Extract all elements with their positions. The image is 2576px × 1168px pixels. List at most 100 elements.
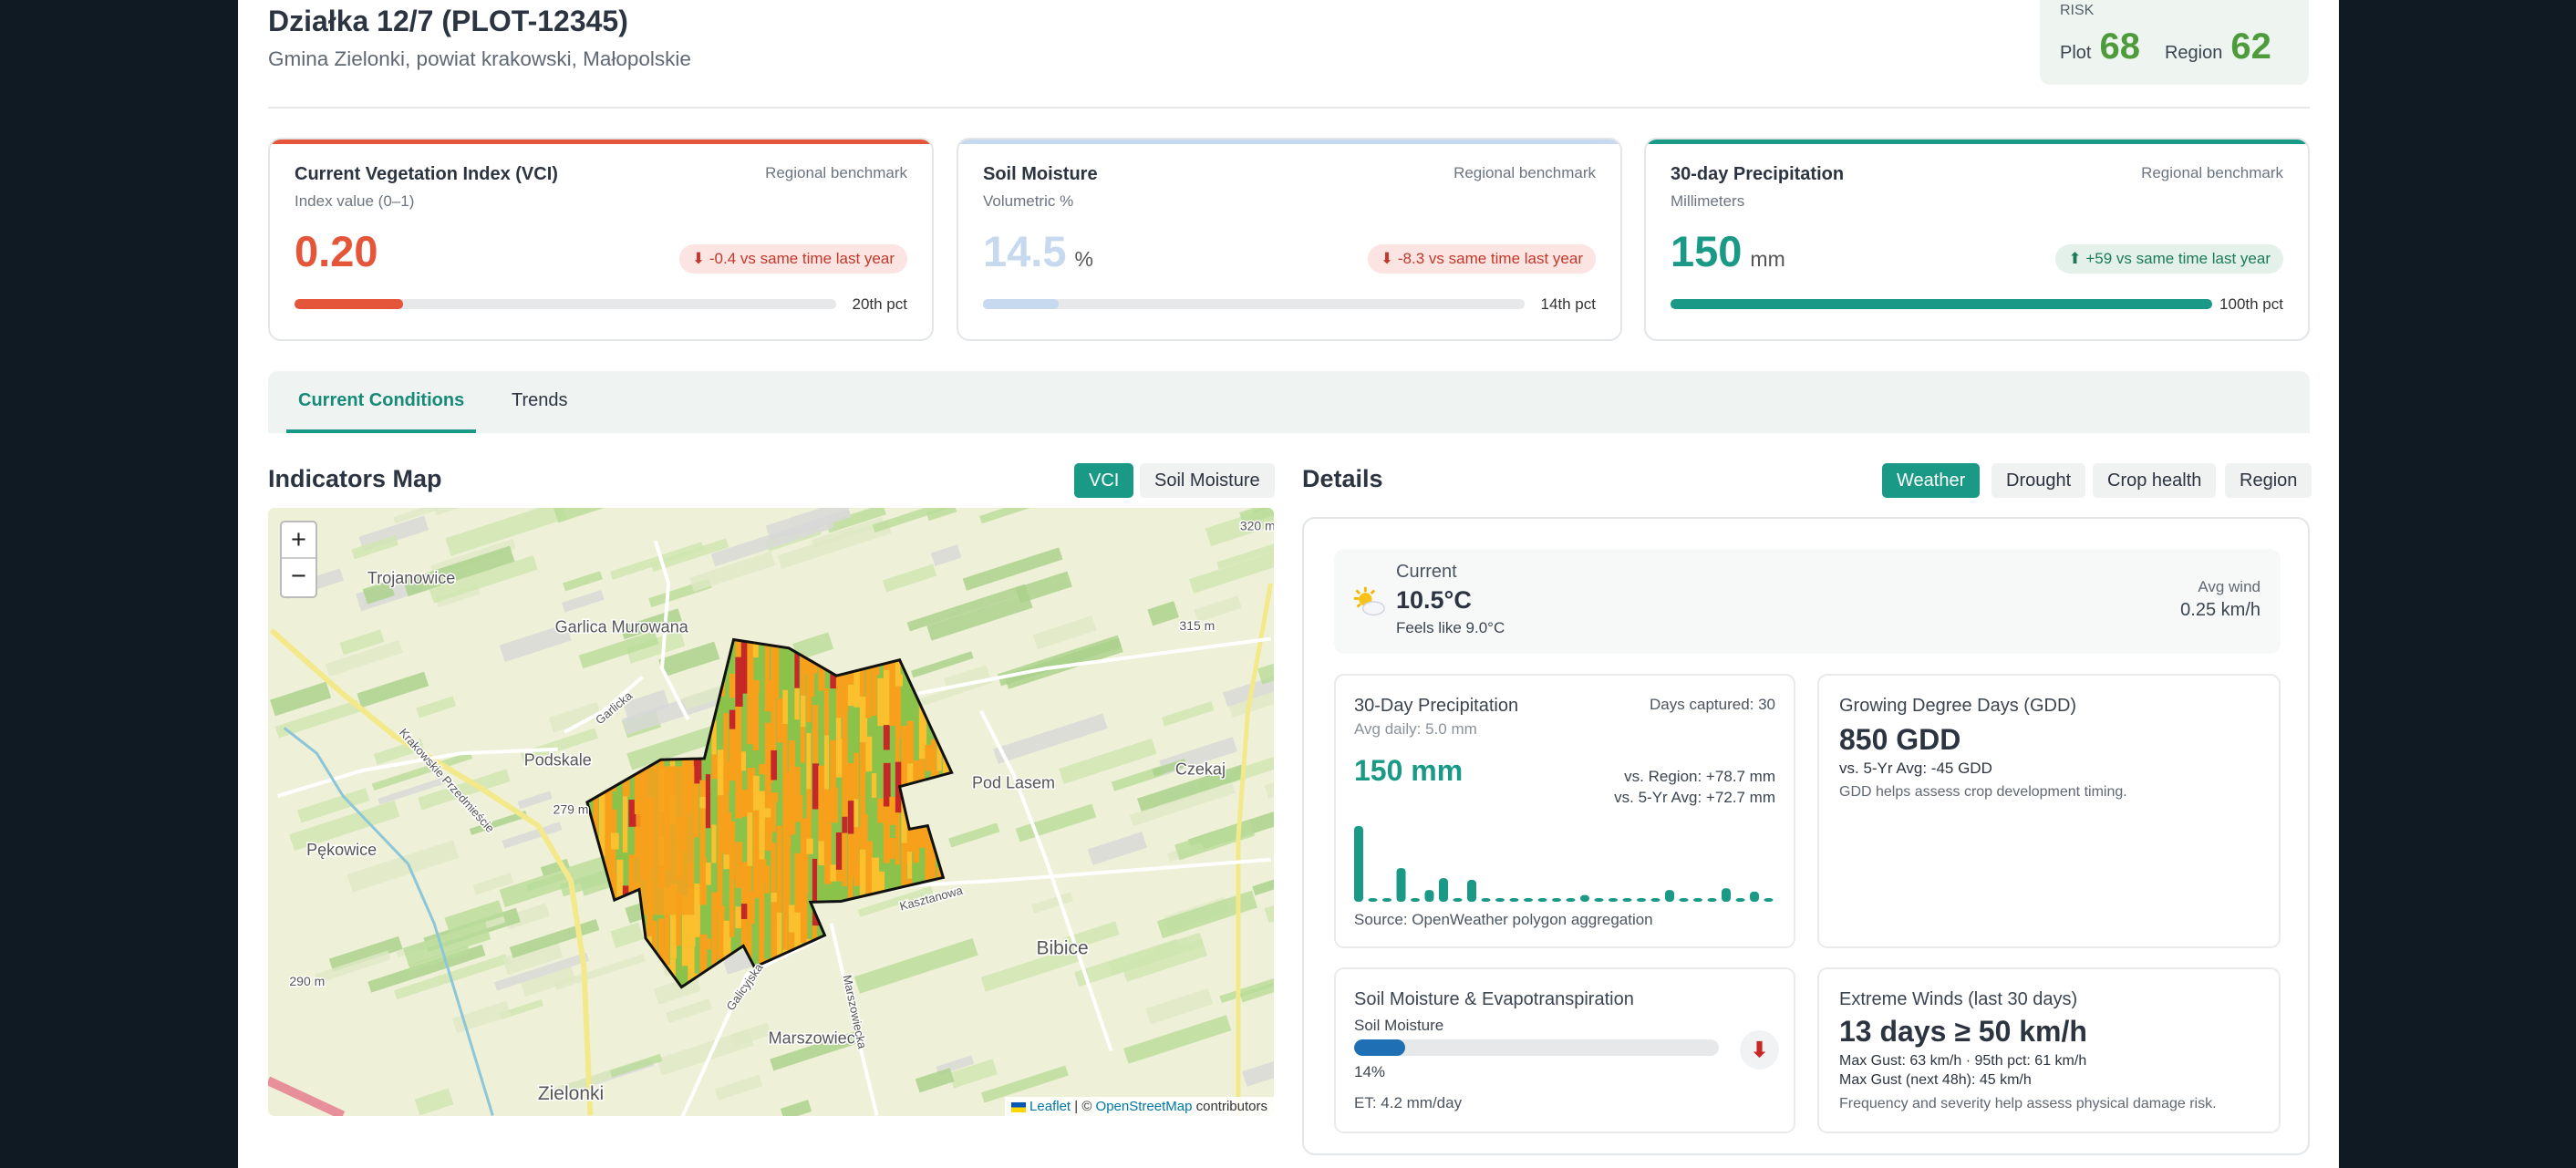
details-tab-drought[interactable]: Drought	[1991, 463, 2086, 498]
vci-cell	[764, 722, 773, 783]
vci-cell	[636, 766, 695, 915]
map-field	[626, 724, 721, 770]
precip-title: 30-Day Precipitation	[1354, 696, 1519, 716]
vci-cell	[764, 808, 772, 818]
vci-cell	[835, 869, 844, 882]
map-field	[578, 630, 659, 669]
vci-cell	[740, 639, 750, 694]
vci-cell	[818, 785, 825, 842]
zoom-control: + −	[280, 521, 317, 598]
vci-cell	[740, 751, 747, 771]
map-field	[1015, 571, 1072, 604]
vci-cell	[936, 743, 942, 771]
vci-cell	[752, 810, 760, 847]
plot-boundary[interactable]	[585, 637, 954, 989]
risk-plot-value: 68	[2099, 26, 2140, 67]
map-field	[714, 1074, 763, 1101]
map-river	[283, 727, 494, 1116]
tab-trends[interactable]: Trends	[512, 390, 568, 410]
map-field	[563, 571, 603, 592]
details-tab-weather[interactable]: Weather	[1882, 463, 1981, 498]
vci-cell	[823, 823, 833, 884]
vci-cell	[740, 801, 750, 817]
percentile-label: 20th pct	[852, 295, 908, 313]
vci-cell	[711, 824, 717, 863]
vci-cell	[616, 859, 624, 908]
map-field	[980, 946, 1082, 992]
map-field	[429, 555, 538, 604]
vci-cell	[747, 698, 753, 745]
map-field	[689, 551, 776, 592]
metric-card: Soil Moisture Regional benchmark Volumet…	[957, 138, 1622, 341]
days-captured: Days captured: 30	[1650, 696, 1775, 713]
vci-cell	[913, 760, 921, 800]
map-field	[657, 1028, 754, 1076]
vci-cell	[610, 809, 617, 833]
vci-cell	[871, 675, 877, 716]
vci-cell	[913, 836, 920, 863]
vci-cell	[865, 736, 873, 772]
vci-cell	[877, 798, 885, 823]
wind-next: Max Gust (next 48h): 45 km/h	[1839, 1072, 2032, 1088]
indicators-map[interactable]: Trojanowice Garlica Murowana Podskale Pękow…	[268, 508, 1274, 1116]
vci-cell	[740, 862, 749, 884]
vci-cell	[835, 687, 843, 718]
extreme-winds-card: Extreme Winds (last 30 days) 13 days ≥ 5…	[1817, 967, 2281, 1133]
vci-cell	[652, 920, 657, 952]
zoom-out-button[interactable]: −	[291, 562, 306, 591]
vci-cell	[847, 684, 854, 707]
vci-cell	[877, 677, 885, 708]
vci-cell	[782, 901, 791, 914]
map-road	[563, 675, 644, 734]
map-field	[393, 508, 497, 524]
map-field	[622, 689, 670, 720]
vci-cell	[794, 766, 801, 796]
map-canvas[interactable]: Trojanowice Garlica Murowana Podskale Pękow…	[268, 508, 1274, 1116]
vci-cell	[853, 671, 862, 708]
leaflet-link[interactable]: Leaflet	[1029, 1099, 1071, 1114]
vci-cell	[740, 790, 748, 801]
map-field	[1216, 543, 1274, 570]
layer-soil-moisture-button[interactable]: Soil Moisture	[1140, 463, 1275, 498]
vci-cell	[598, 791, 607, 842]
map-field	[339, 629, 385, 656]
vci-cell	[806, 838, 813, 854]
map-field	[517, 791, 553, 810]
vci-cell	[723, 811, 732, 855]
map-field	[553, 508, 628, 523]
vci-cell	[871, 857, 880, 889]
details-tab-crop-health[interactable]: Crop health	[2093, 463, 2217, 498]
layer-vci-button[interactable]: VCI	[1074, 463, 1134, 498]
map-attribution: Leaflet | © OpenStreetMap contributors	[1004, 1097, 1274, 1116]
map-field	[541, 1070, 613, 1101]
vci-cell	[657, 918, 665, 949]
vci-cell	[759, 791, 767, 803]
attribution-suffix: contributors	[1192, 1099, 1267, 1114]
vci-cell	[806, 697, 812, 723]
vci-cell	[794, 912, 802, 963]
divider	[268, 107, 2310, 109]
details-tab-region[interactable]: Region	[2225, 463, 2312, 498]
map-field	[362, 580, 395, 605]
vci-cell	[776, 873, 782, 913]
risk-label: RISK	[2060, 3, 2095, 18]
precip-bar	[1650, 898, 1660, 902]
vci-cell	[610, 849, 616, 873]
zoom-in-button[interactable]: +	[282, 522, 316, 559]
tab-current-conditions[interactable]: Current Conditions	[286, 371, 477, 433]
vci-cell	[764, 817, 772, 851]
page-title: Działka 12/7 (PLOT-12345)	[268, 5, 628, 37]
map-field	[561, 590, 605, 613]
vci-cell	[688, 946, 695, 975]
precip-vs-region: vs. Region: +78.7 mm	[1624, 768, 1775, 785]
map-field	[452, 1000, 512, 1034]
vci-cell	[759, 802, 766, 851]
vci-cell	[859, 813, 868, 850]
vci-cell	[764, 696, 772, 712]
vci-cell	[735, 656, 743, 708]
vci-cell	[859, 742, 866, 776]
map-road	[1236, 583, 1274, 1116]
osm-link[interactable]: OpenStreetMap	[1095, 1099, 1193, 1114]
map-field	[1189, 548, 1274, 594]
vci-cell	[717, 853, 723, 905]
